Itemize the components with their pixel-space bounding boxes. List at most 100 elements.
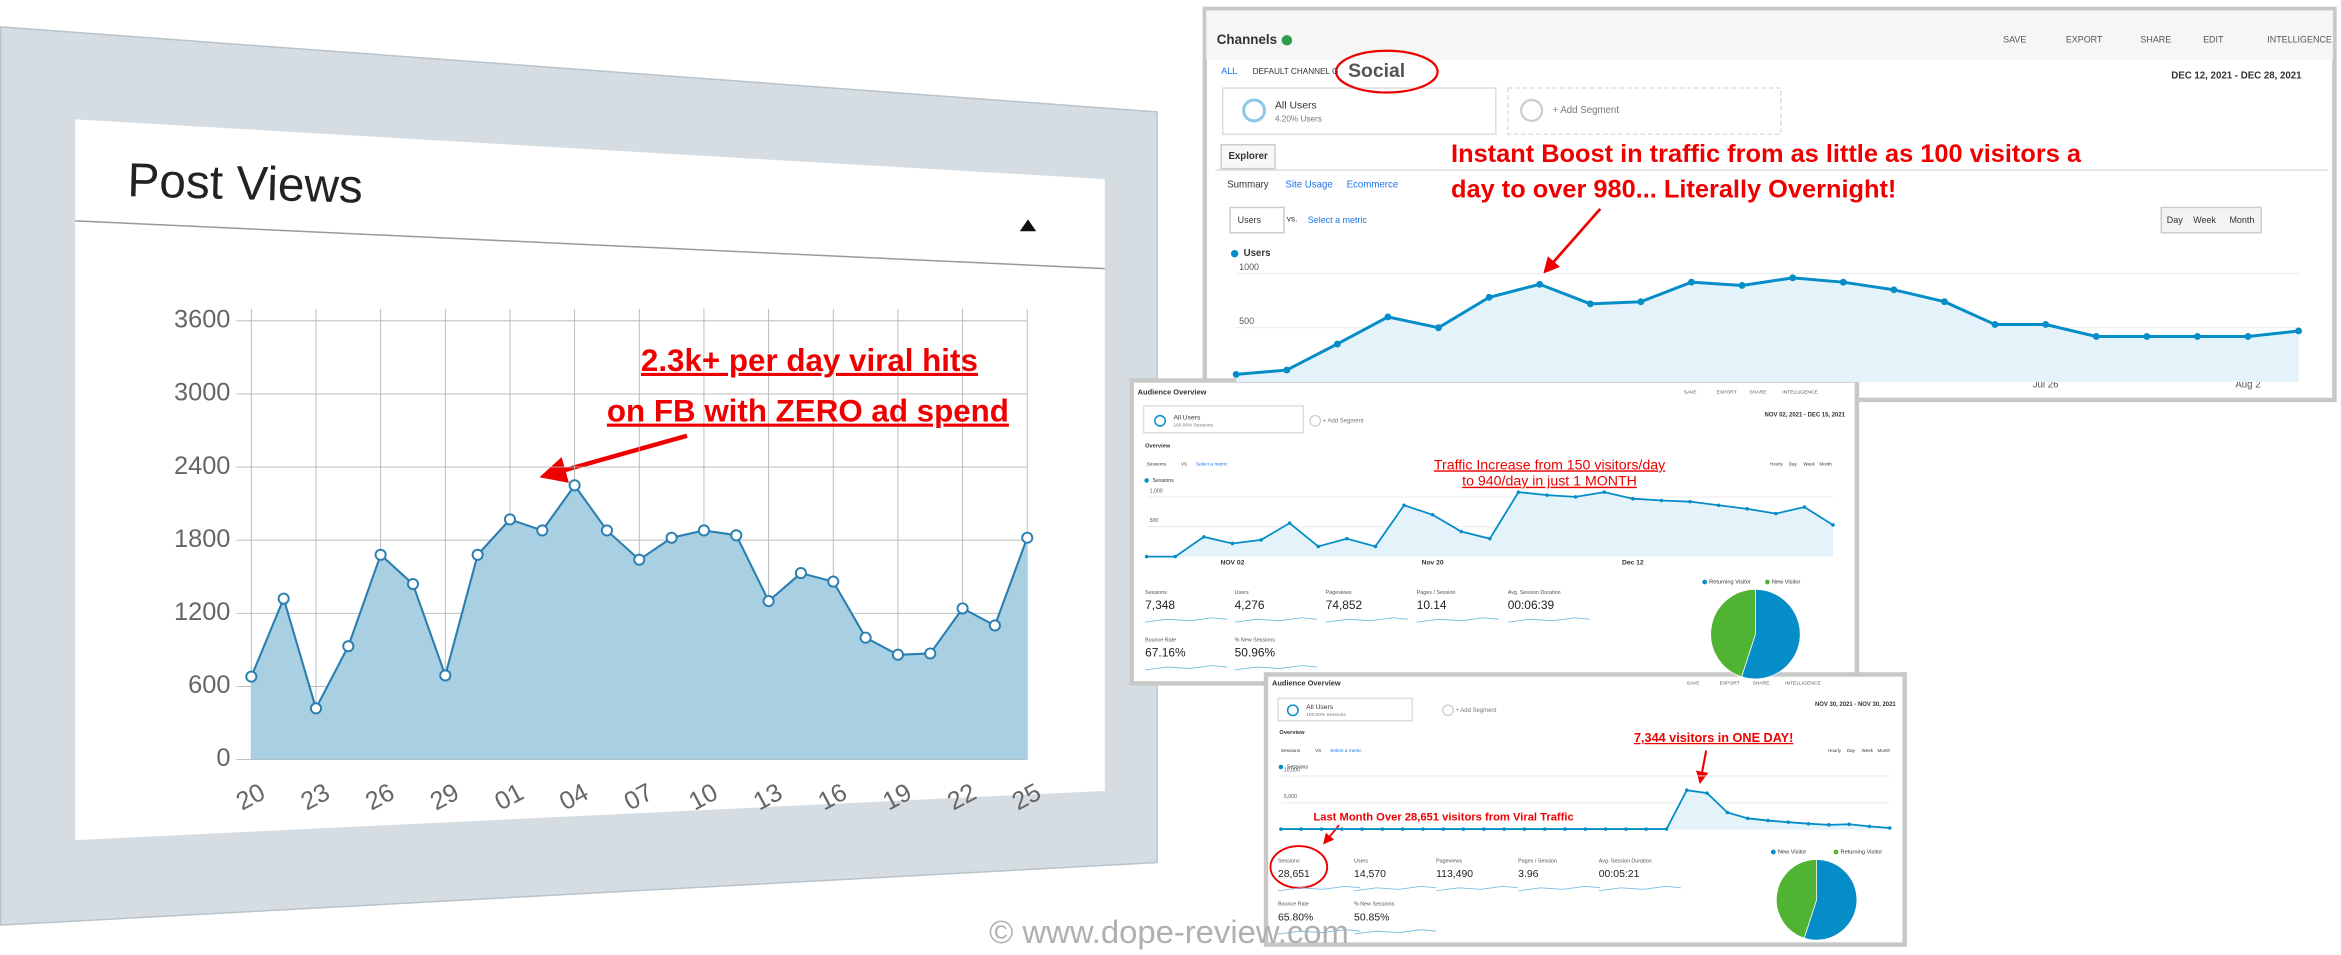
data-point [1482, 827, 1486, 831]
x-tick-label: Nov 20 [1422, 559, 1444, 566]
data-point [503, 513, 517, 526]
sparkline [1234, 665, 1317, 671]
data-point [1021, 531, 1034, 544]
segment-share: 4.20% Users [1275, 115, 1322, 124]
pie-slice [1741, 589, 1801, 680]
data-point [1738, 281, 1746, 289]
segment-icon [1154, 414, 1167, 427]
data-point [1603, 827, 1608, 831]
data-point [1421, 827, 1425, 831]
period-buttons [2160, 206, 2263, 234]
legend-label: Returning Visitor [1709, 579, 1751, 585]
action: SAVE [2003, 35, 2026, 45]
sparkline [1518, 885, 1601, 892]
data-point [1789, 274, 1797, 282]
data-point [1402, 503, 1406, 508]
action: EXPORT [2066, 35, 2103, 45]
data-point [988, 619, 1001, 632]
dropdown [1229, 206, 1285, 234]
data-point [1745, 816, 1750, 821]
y-tick-label: 1200 [174, 598, 230, 626]
add-segment: + Add Segment [1553, 105, 1620, 116]
data-point [1786, 820, 1791, 824]
data-point [1345, 536, 1349, 541]
select-metric: Select a metric [1308, 215, 1368, 225]
area-fill [1280, 790, 1890, 830]
y-tick-label: 10,000 [1284, 767, 1300, 773]
metric-value: 00:06:39 [1508, 598, 1555, 612]
metric-name: Users [1235, 590, 1249, 596]
metric-name: Bounce Rate [1278, 902, 1309, 908]
add-segment: + Add Segment [1456, 708, 1497, 714]
sparkline [1598, 885, 1681, 892]
period: Day [1847, 748, 1856, 753]
data-point [2143, 332, 2151, 340]
pie-slice [1775, 859, 1817, 939]
segment-box [1277, 697, 1413, 722]
data-point [1766, 818, 1770, 823]
data-point [1586, 300, 1594, 308]
data-point [1991, 321, 1999, 328]
legend-label: New Visitor [1772, 579, 1801, 585]
legend-label: Sessions [1153, 478, 1175, 484]
data-point [1887, 826, 1892, 830]
y-tick-label: 1800 [174, 525, 230, 553]
legend-label: New Visitor [1778, 850, 1807, 856]
tab: Overview [1145, 444, 1171, 450]
action: SAVE [1687, 681, 1700, 687]
data-point [1202, 535, 1206, 539]
data-point [1867, 824, 1872, 829]
y-tick-label: 500 [1150, 518, 1159, 524]
metric-value: 14,570 [1354, 869, 1386, 880]
metric-name: Pages / Session [1518, 858, 1557, 864]
metric-value: 74,852 [1326, 598, 1363, 612]
data-point [1890, 286, 1898, 294]
data-point [277, 592, 290, 605]
legend-dot [1833, 849, 1839, 855]
y-tick-label: 5,000 [1284, 794, 1297, 800]
action: INTELLIGENCE [1782, 390, 1818, 396]
tab: Explorer [1228, 151, 1268, 162]
metric-name: Pageviews [1326, 590, 1352, 596]
data-point [1536, 280, 1544, 288]
data-point [245, 670, 258, 683]
data-point [1319, 827, 1324, 831]
data-point [1333, 340, 1341, 348]
period: Week [1862, 748, 1874, 753]
data-point [1316, 544, 1321, 549]
data-point [439, 669, 452, 682]
data-point [1831, 523, 1835, 527]
data-point [1583, 827, 1588, 831]
data-point [1488, 536, 1492, 541]
data-point [1400, 827, 1405, 831]
breadcrumb: DEFAULT CHANNEL G [1253, 67, 1339, 76]
segment-icon [1309, 414, 1322, 427]
data-point [1688, 278, 1695, 286]
sparkline [1234, 617, 1317, 623]
y-tick-label: 3000 [174, 379, 230, 407]
panel-title: Channels [1217, 32, 1277, 47]
data-point [1839, 278, 1847, 286]
metric-value: 3.96 [1518, 869, 1539, 880]
data-point [1299, 827, 1304, 831]
chart-title: Post Views [127, 154, 364, 214]
legend-label: Sessions [1287, 764, 1309, 770]
pie-slice [1710, 589, 1756, 678]
data-point [1360, 827, 1364, 831]
metric: Sessions [1147, 461, 1167, 467]
x-tick-label: Dec 12 [1622, 559, 1644, 566]
data-point [956, 602, 969, 615]
add-segment: + Add Segment [1323, 418, 1364, 424]
data-point [1144, 554, 1149, 559]
action: EXPORT [1720, 681, 1740, 687]
data-point [1664, 827, 1669, 831]
period: Week [1803, 461, 1815, 466]
channel: Social [1348, 60, 1405, 82]
series-line [1236, 276, 2299, 376]
vs: vs. [1287, 215, 1297, 224]
data-point [1563, 827, 1567, 831]
sparkline [1325, 617, 1408, 623]
metric-name: % New Sessions [1354, 902, 1395, 908]
data-point [2092, 332, 2100, 340]
